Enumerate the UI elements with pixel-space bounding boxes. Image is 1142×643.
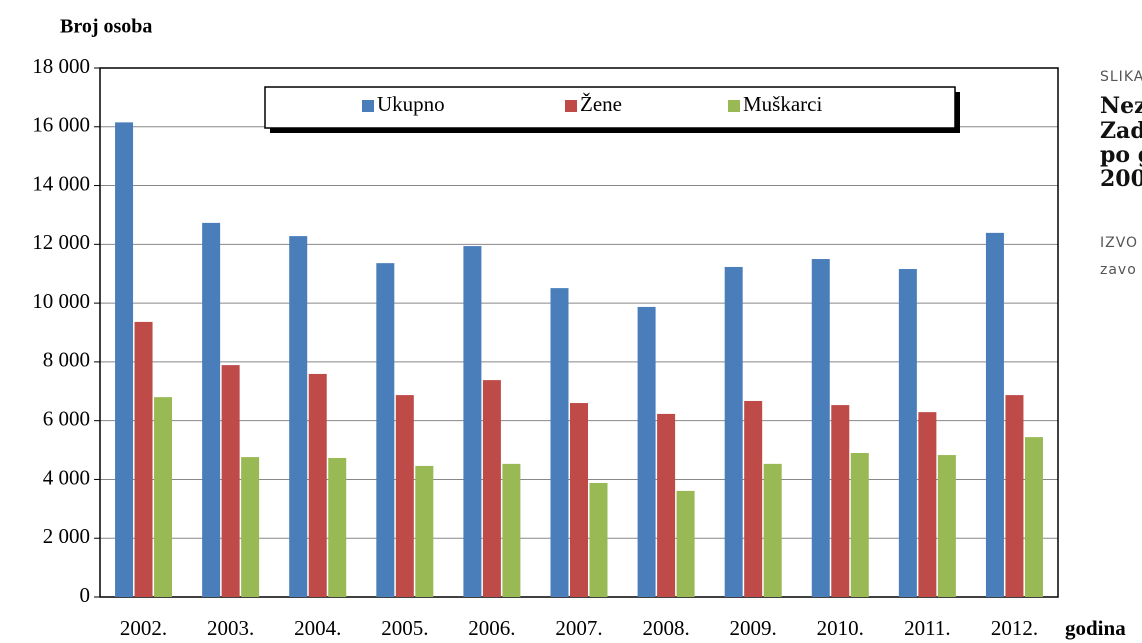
bar: [724, 266, 743, 597]
legend-swatch: [362, 100, 374, 112]
bar: [376, 263, 395, 597]
side-title: Nez: [1100, 93, 1142, 119]
side-label: SLIKA: [1100, 69, 1142, 85]
legend-label: Ukupno: [377, 92, 445, 116]
x-tick-label: 2008.: [642, 616, 689, 640]
x-tick-label: 2009.: [730, 616, 777, 640]
bar: [570, 403, 588, 597]
bar: [918, 412, 937, 597]
bar: [202, 222, 221, 597]
x-tick-label: 2011.: [904, 616, 950, 640]
y-tick-label: 8 000: [43, 348, 90, 372]
bar: [308, 373, 327, 597]
bar: [831, 405, 850, 597]
legend-label: Žene: [580, 92, 622, 116]
bar: [657, 413, 676, 597]
y-tick-label: 0: [80, 583, 91, 607]
bar: [811, 259, 830, 597]
y-axis-label: Broj osoba: [60, 16, 152, 38]
legend-swatch: [565, 100, 577, 112]
y-tick-label: 12 000: [32, 230, 90, 254]
bar: [463, 246, 482, 597]
x-tick-label: 2002.: [120, 616, 167, 640]
legend-swatch: [728, 100, 740, 112]
x-tick-label: 2012.: [991, 616, 1038, 640]
y-tick-label: 10 000: [32, 289, 90, 313]
y-tick-label: 2 000: [43, 524, 90, 548]
bar: [985, 232, 1004, 597]
x-tick-label: 2006.: [468, 616, 515, 640]
bar: [744, 400, 763, 597]
y-tick-label: 4 000: [43, 465, 90, 489]
y-tick-label: 18 000: [32, 54, 90, 78]
bar: [328, 457, 347, 597]
x-tick-label: 2004.: [294, 616, 341, 640]
side-title: po g: [1100, 142, 1142, 168]
bar: [482, 380, 501, 597]
x-tick-label: 2007.: [555, 616, 602, 640]
bar: [134, 321, 153, 597]
bar: [937, 455, 956, 597]
bar: [115, 122, 134, 597]
bar: [676, 490, 695, 597]
x-tick-label: 2003.: [207, 616, 254, 640]
bar: [1024, 437, 1043, 597]
x-axis-label: godina: [1065, 616, 1126, 640]
side-source: zavo: [1100, 262, 1137, 278]
bar: [154, 397, 173, 597]
bar: [589, 482, 608, 597]
bar: [502, 463, 521, 597]
bar: [289, 236, 308, 598]
bar: [763, 463, 782, 597]
bar: [1005, 395, 1024, 597]
bar: [395, 395, 414, 597]
bar: [850, 452, 869, 597]
side-title: 200: [1100, 166, 1142, 192]
side-source: IZVO: [1100, 235, 1138, 251]
y-tick-label: 6 000: [43, 406, 90, 430]
bar: [221, 365, 240, 597]
x-tick-label: 2010.: [817, 616, 864, 640]
x-tick-label: 2005.: [381, 616, 428, 640]
y-tick-label: 14 000: [32, 171, 90, 195]
bar: [550, 288, 569, 597]
legend-label: Muškarci: [743, 92, 822, 116]
bar: [241, 457, 260, 597]
legend: [264, 86, 956, 129]
bar: [415, 465, 434, 597]
y-tick-label: 16 000: [32, 113, 90, 137]
bar: [637, 306, 656, 597]
side-title: Zad: [1100, 118, 1142, 144]
bar: [898, 269, 917, 597]
